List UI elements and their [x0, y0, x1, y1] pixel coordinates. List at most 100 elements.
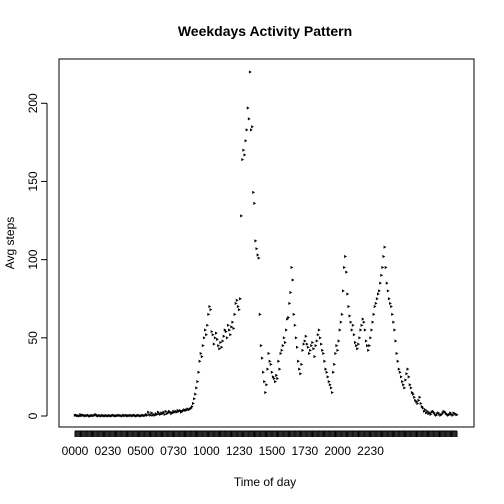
data-point	[266, 367, 270, 371]
data-point	[343, 265, 346, 270]
data-point	[402, 383, 405, 387]
data-point	[295, 345, 299, 349]
plot-area	[58, 58, 475, 428]
data-point	[385, 281, 389, 285]
x-tick-label: 1000	[193, 444, 220, 458]
data-point	[369, 336, 373, 340]
data-point	[233, 312, 237, 316]
data-point	[329, 386, 333, 390]
y-tick-label: 200	[26, 93, 40, 113]
data-point	[363, 328, 367, 332]
data-point	[254, 239, 258, 243]
data-point	[332, 370, 335, 374]
x-tick-label: 2230	[357, 444, 384, 458]
data-point	[375, 297, 379, 301]
data-point	[392, 320, 396, 324]
data-point	[345, 270, 349, 274]
data-point	[432, 411, 436, 415]
data-point	[289, 290, 293, 295]
x-tick-label: 0730	[160, 444, 187, 458]
data-point	[193, 397, 196, 401]
data-point	[245, 128, 249, 132]
data-point	[189, 406, 193, 410]
data-point	[305, 342, 309, 346]
data-point	[283, 340, 287, 345]
data-point	[282, 336, 286, 340]
y-axis: 0 50 100 150 200	[26, 93, 48, 419]
data-point	[231, 320, 235, 324]
data-point	[149, 413, 153, 417]
data-point	[426, 409, 430, 413]
data-point	[397, 367, 401, 371]
x-tick-label: 0500	[127, 444, 154, 458]
x-tick-label: 0000	[62, 444, 89, 458]
data-point	[344, 254, 347, 259]
data-point	[422, 409, 426, 413]
data-point	[297, 359, 300, 363]
data-point	[381, 265, 385, 270]
x-tick-label: 1230	[226, 444, 253, 458]
data-point	[415, 400, 419, 404]
data-point	[263, 380, 266, 384]
data-point	[421, 406, 425, 410]
data-point	[374, 301, 378, 306]
data-point	[232, 326, 236, 331]
data-point	[169, 410, 172, 414]
data-point	[199, 351, 203, 356]
data-point	[370, 328, 374, 332]
data-point	[279, 351, 283, 356]
data-point	[339, 320, 343, 324]
data-point	[357, 342, 361, 346]
data-point	[202, 336, 206, 340]
data-point	[260, 356, 264, 360]
data-point	[246, 106, 250, 110]
data-point	[366, 344, 369, 348]
data-point	[224, 329, 228, 334]
data-point	[304, 334, 308, 338]
data-point	[346, 292, 350, 296]
data-point	[306, 345, 310, 349]
data-point	[437, 411, 440, 415]
data-point	[228, 328, 231, 332]
data-point	[361, 317, 365, 321]
data-point	[443, 410, 447, 414]
data-point	[409, 386, 413, 390]
data-point	[258, 312, 262, 316]
data-point	[242, 148, 246, 152]
data-point	[252, 190, 256, 194]
data-point	[240, 214, 243, 218]
data-point	[327, 380, 331, 384]
data-point	[399, 375, 403, 379]
data-point	[455, 413, 459, 417]
data-point	[200, 354, 204, 359]
data-point	[250, 128, 253, 132]
data-point	[210, 329, 214, 334]
data-point	[321, 348, 324, 352]
data-point	[419, 401, 423, 406]
data-point	[390, 304, 393, 309]
data-point	[424, 408, 427, 412]
data-point	[379, 281, 382, 285]
data-point	[235, 298, 239, 302]
data-point	[234, 301, 238, 306]
y-tick-label: 150	[26, 171, 40, 191]
data-point	[391, 312, 395, 316]
data-point	[262, 370, 265, 374]
data-point	[293, 323, 297, 327]
data-point	[416, 401, 420, 406]
data-point	[194, 392, 198, 396]
x-axis: 0000 0230 0500 0730 1000 1230 1500 1730 2000 2230	[62, 430, 458, 458]
data-point	[201, 344, 205, 348]
data-point	[320, 342, 323, 346]
data-point	[196, 380, 200, 384]
data-point	[285, 328, 288, 332]
data-point	[354, 340, 357, 345]
data-points	[73, 70, 459, 418]
x-tick-label: 1730	[292, 444, 319, 458]
data-point	[312, 347, 316, 351]
data-point	[273, 376, 276, 381]
data-point	[217, 344, 220, 348]
data-point	[163, 412, 167, 417]
data-point	[435, 413, 438, 417]
